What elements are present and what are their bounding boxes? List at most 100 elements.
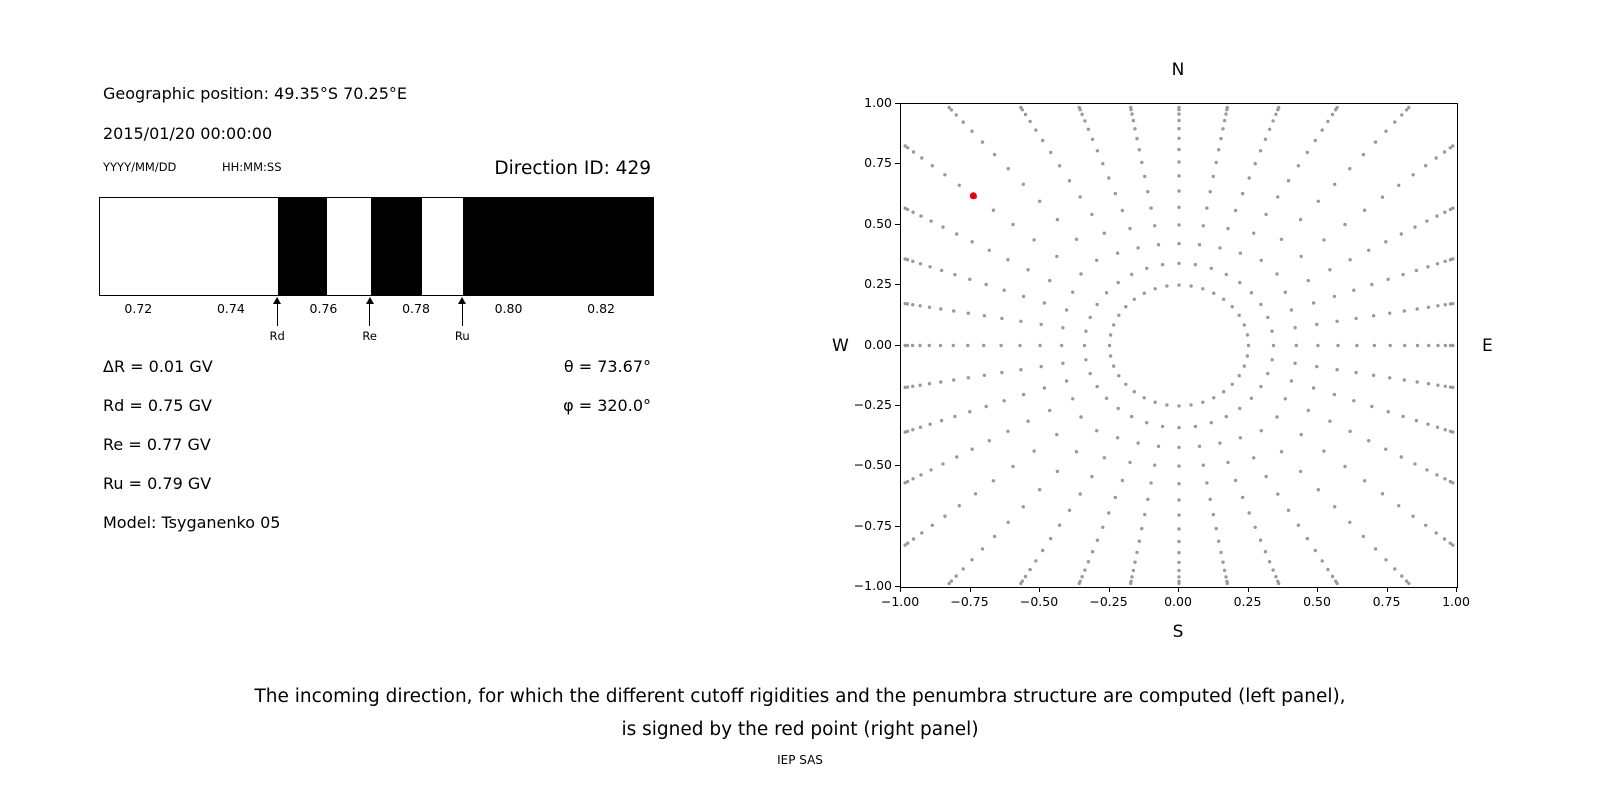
- grid-dot: [1237, 374, 1241, 378]
- grid-dot: [939, 307, 943, 311]
- up-arrow-icon: [458, 297, 467, 326]
- up-arrow-head-icon: [273, 297, 282, 304]
- y-tick-mark: [895, 223, 900, 225]
- grid-dot: [1080, 112, 1084, 116]
- grid-dot: [1333, 505, 1337, 509]
- grid-dot: [939, 418, 944, 423]
- grid-dot: [1388, 343, 1392, 348]
- grid-dot: [1135, 550, 1139, 555]
- y-tick-label: −0.50: [853, 457, 892, 473]
- grid-dot: [1384, 129, 1388, 133]
- grid-dot: [1328, 419, 1332, 423]
- x-tick-mark: [1386, 587, 1388, 592]
- grid-dot: [1189, 403, 1193, 407]
- grid-dot: [966, 376, 970, 380]
- grid-dot: [1386, 410, 1390, 414]
- grid-dot: [1443, 477, 1447, 481]
- grid-dot: [1373, 140, 1378, 144]
- grid-dot: [1023, 574, 1028, 579]
- x-tick-label: 0.00: [1164, 594, 1192, 609]
- grid-dot: [1177, 539, 1181, 544]
- grid-dot: [1145, 421, 1149, 425]
- grid-dot: [1055, 217, 1060, 222]
- grid-dot: [1117, 313, 1121, 317]
- y-tick-label: 0.25: [864, 276, 892, 292]
- grid-dot: [1296, 523, 1301, 527]
- grid-dot: [903, 343, 907, 348]
- grid-dot: [1277, 105, 1281, 110]
- timestamp-text: 2015/01/20 00:00:00: [103, 124, 273, 143]
- grid-dot: [961, 120, 965, 124]
- grid-dot: [1411, 514, 1415, 518]
- grid-dot: [1380, 195, 1385, 199]
- grid-dot: [970, 447, 974, 451]
- grid-dot: [1205, 206, 1209, 210]
- grid-dot: [1264, 474, 1268, 479]
- grid-dot: [1355, 343, 1359, 348]
- x-tick-label: 0.50: [1303, 594, 1331, 609]
- grid-dot: [1006, 167, 1010, 171]
- grid-dot: [930, 523, 934, 527]
- grid-dot: [1336, 343, 1340, 348]
- grid-dot: [1177, 498, 1181, 502]
- grid-dot: [918, 343, 922, 348]
- grid-dot: [1237, 313, 1241, 317]
- grid-dot: [1112, 323, 1116, 327]
- grid-dot: [1371, 314, 1376, 318]
- grid-dot: [1018, 343, 1022, 348]
- grid-dot: [911, 537, 916, 541]
- grid-dot: [1434, 531, 1438, 535]
- grid-dot: [1177, 112, 1181, 116]
- grid-dot: [1160, 262, 1165, 267]
- grid-dot: [1224, 414, 1228, 419]
- grid-dot: [1156, 444, 1161, 448]
- grid-dot: [1313, 138, 1317, 143]
- grid-dot: [1136, 246, 1140, 250]
- grid-dot: [1130, 575, 1134, 579]
- penumbra-marker-label: Re: [362, 329, 377, 343]
- grid-dot: [1132, 390, 1136, 394]
- grid-dot: [1026, 268, 1030, 272]
- grid-dot: [1128, 226, 1132, 231]
- grid-dot: [918, 425, 923, 429]
- geo-position-text: Geographic position: 49.35°S 70.25°E: [103, 84, 408, 103]
- y-tick-mark: [895, 103, 900, 104]
- grid-dot: [1253, 525, 1257, 529]
- direction-plot-wrap: N S W E 1.00 0.75 0.50 0.25 0.00 −0.25 −0.50 −0…: [830, 60, 1530, 660]
- grid-dot: [1083, 568, 1087, 572]
- grid-dot: [1225, 581, 1229, 586]
- grid-dot: [1224, 272, 1228, 277]
- grid-dot: [1225, 105, 1229, 110]
- grid-dot: [1021, 505, 1025, 509]
- grid-dot: [992, 152, 997, 157]
- grid-dot: [1275, 272, 1279, 276]
- x-tick-mark: [1178, 587, 1179, 592]
- grid-dot: [1402, 378, 1406, 382]
- grid-dot: [1193, 424, 1198, 429]
- grid-dot: [1362, 208, 1367, 212]
- grid-dot: [1177, 223, 1181, 227]
- grid-dot: [1209, 421, 1213, 425]
- grid-dot: [1222, 390, 1226, 394]
- grid-dot: [1115, 436, 1120, 440]
- grid-dot: [1253, 162, 1257, 166]
- grid-dot: [1404, 579, 1409, 583]
- grid-dot: [1006, 258, 1010, 262]
- grid-dot: [1038, 488, 1042, 492]
- grid-dot: [1177, 241, 1181, 246]
- grid-dot: [1413, 225, 1417, 229]
- grid-dot: [953, 272, 957, 277]
- penumbra-tick-label: 0.78: [402, 301, 430, 316]
- grid-dot: [1038, 343, 1042, 348]
- grid-dot: [1413, 462, 1417, 466]
- grid-dot: [1211, 174, 1215, 179]
- grid-dot: [1032, 238, 1036, 242]
- grid-dot: [1335, 368, 1339, 372]
- grid-dot: [1221, 560, 1225, 564]
- caption-line-1: The incoming direction, for which the di…: [254, 686, 1346, 707]
- grid-dot: [1258, 538, 1263, 542]
- grid-dot: [1095, 258, 1099, 262]
- grid-dot: [1242, 364, 1246, 368]
- grid-dot: [1130, 414, 1134, 419]
- x-tick-mark: [1456, 587, 1457, 592]
